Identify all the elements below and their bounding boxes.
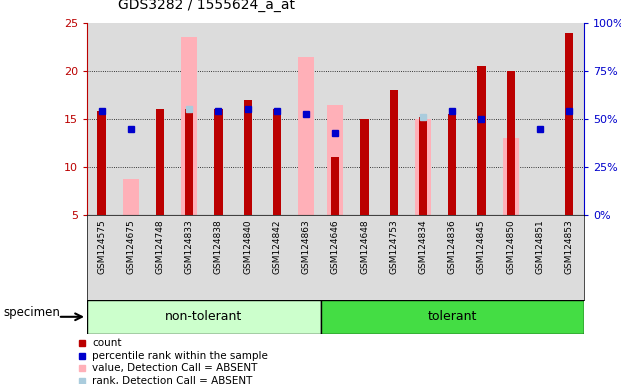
Text: GSM124648: GSM124648 xyxy=(360,219,369,274)
Bar xyxy=(214,109,222,215)
Text: count: count xyxy=(93,338,122,348)
Text: specimen: specimen xyxy=(3,306,60,319)
Text: non-tolerant: non-tolerant xyxy=(165,310,242,323)
Bar xyxy=(360,119,369,215)
Text: GSM124863: GSM124863 xyxy=(302,219,310,274)
Bar xyxy=(419,117,427,215)
Bar xyxy=(87,300,320,334)
Bar xyxy=(273,109,281,215)
Text: GSM124838: GSM124838 xyxy=(214,219,223,274)
Bar xyxy=(320,300,584,334)
Text: GSM124753: GSM124753 xyxy=(389,219,398,274)
Bar xyxy=(331,157,340,215)
Text: GSM124845: GSM124845 xyxy=(477,219,486,274)
Text: GDS3282 / 1555624_a_at: GDS3282 / 1555624_a_at xyxy=(118,0,295,12)
Text: GSM124748: GSM124748 xyxy=(155,219,165,274)
Bar xyxy=(502,138,519,215)
Text: GSM124833: GSM124833 xyxy=(184,219,194,274)
Bar xyxy=(97,111,106,215)
Bar xyxy=(448,114,456,215)
Bar xyxy=(298,56,314,215)
Text: GSM124853: GSM124853 xyxy=(564,219,574,274)
Bar xyxy=(507,71,515,215)
Text: tolerant: tolerant xyxy=(427,310,477,323)
Bar xyxy=(156,109,164,215)
Text: rank, Detection Call = ABSENT: rank, Detection Call = ABSENT xyxy=(93,376,253,384)
Bar xyxy=(415,119,431,215)
Text: GSM124836: GSM124836 xyxy=(448,219,456,274)
Text: GSM124834: GSM124834 xyxy=(419,219,427,274)
Text: GSM124675: GSM124675 xyxy=(126,219,135,274)
Text: value, Detection Call = ABSENT: value, Detection Call = ABSENT xyxy=(93,363,258,373)
Bar xyxy=(327,104,343,215)
Text: GSM124575: GSM124575 xyxy=(97,219,106,274)
Text: GSM124840: GSM124840 xyxy=(243,219,252,274)
Bar xyxy=(243,100,252,215)
Bar xyxy=(390,90,398,215)
Bar xyxy=(565,33,573,215)
Text: GSM124842: GSM124842 xyxy=(273,219,281,274)
Bar xyxy=(185,109,193,215)
Bar xyxy=(181,38,197,215)
Bar xyxy=(478,66,486,215)
Text: GSM124850: GSM124850 xyxy=(506,219,515,274)
Text: GSM124646: GSM124646 xyxy=(331,219,340,274)
Text: percentile rank within the sample: percentile rank within the sample xyxy=(93,351,268,361)
Text: GSM124851: GSM124851 xyxy=(535,219,545,274)
Bar xyxy=(123,179,139,215)
